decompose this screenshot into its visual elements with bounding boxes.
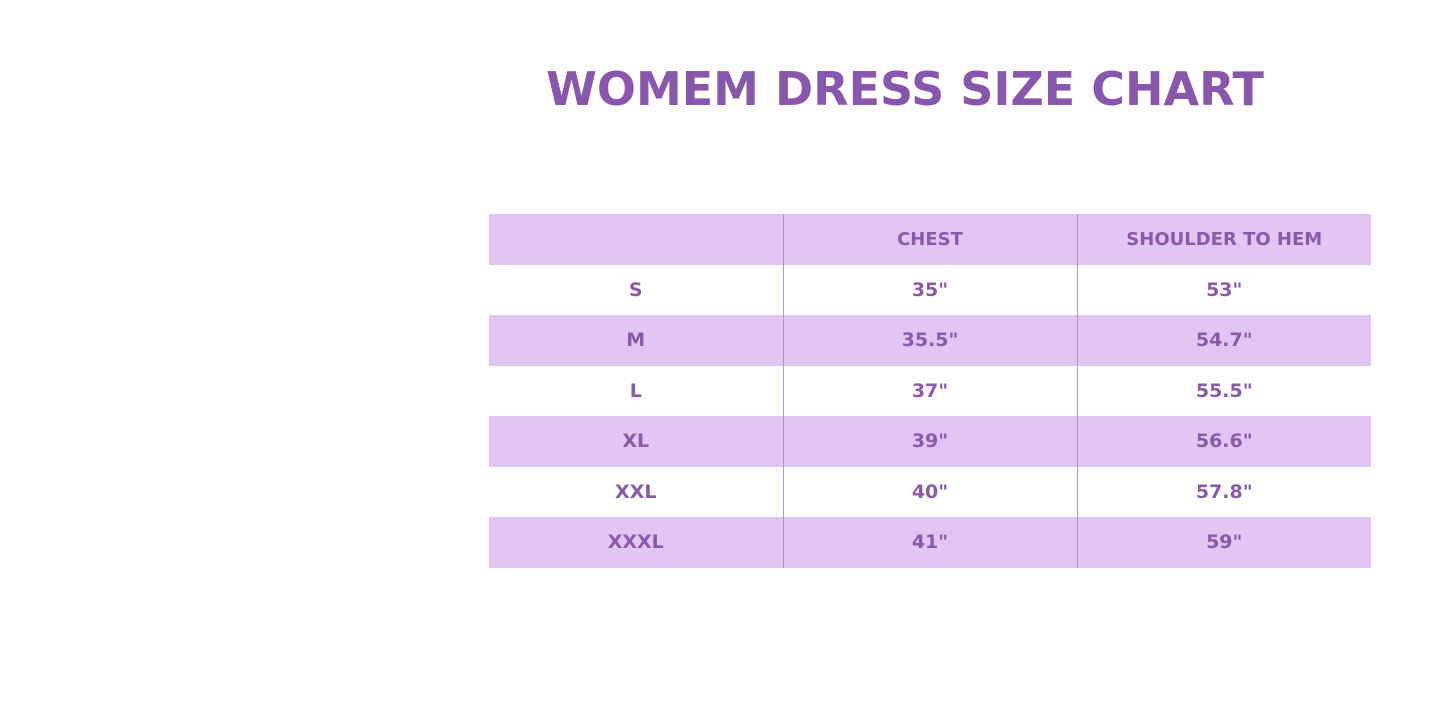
size-cell: S — [628, 278, 643, 301]
chest-cell: 35.5" — [782, 315, 1077, 366]
table-row: L 37" 55.5" — [489, 365, 1371, 416]
page-title: WOMEM DRESS SIZE CHART — [546, 62, 1264, 116]
length-cell: 54.7" — [1076, 315, 1371, 366]
chest-cell: 37" — [782, 365, 1077, 416]
size-cell: XXXL — [489, 517, 783, 568]
chest-cell: 35" — [782, 264, 1077, 315]
table-row: M 35.5" 54.7" — [489, 315, 1371, 366]
header-chest: CHEST — [782, 214, 1077, 265]
size-cell: XXL — [615, 480, 657, 503]
size-cell: XL — [489, 416, 783, 467]
table-row: XL 39" 56.6" — [489, 416, 1371, 467]
length-cell: 59" — [1076, 517, 1371, 568]
chest-cell: 41" — [782, 517, 1077, 568]
size-cell: L — [629, 379, 642, 402]
size-chart-table: CHEST SHOULDER TO HEM S 35" 53" M 35.5" … — [489, 214, 1371, 568]
table-row: XXXL 41" 59" — [489, 517, 1371, 568]
chest-cell: 39" — [782, 416, 1077, 467]
length-cell: 55.5" — [1076, 365, 1371, 416]
table-row: XXL 40" 57.8" — [489, 466, 1371, 517]
length-cell: 57.8" — [1076, 466, 1371, 517]
table-row: S 35" 53" — [489, 264, 1371, 315]
chest-cell: 40" — [782, 466, 1077, 517]
length-cell: 53" — [1076, 264, 1371, 315]
header-shoulder-to-hem: SHOULDER TO HEM — [1076, 214, 1371, 265]
header-size — [489, 214, 783, 265]
size-cell: M — [489, 315, 783, 366]
length-cell: 56.6" — [1076, 416, 1371, 467]
table-header-row: CHEST SHOULDER TO HEM — [489, 214, 1371, 265]
